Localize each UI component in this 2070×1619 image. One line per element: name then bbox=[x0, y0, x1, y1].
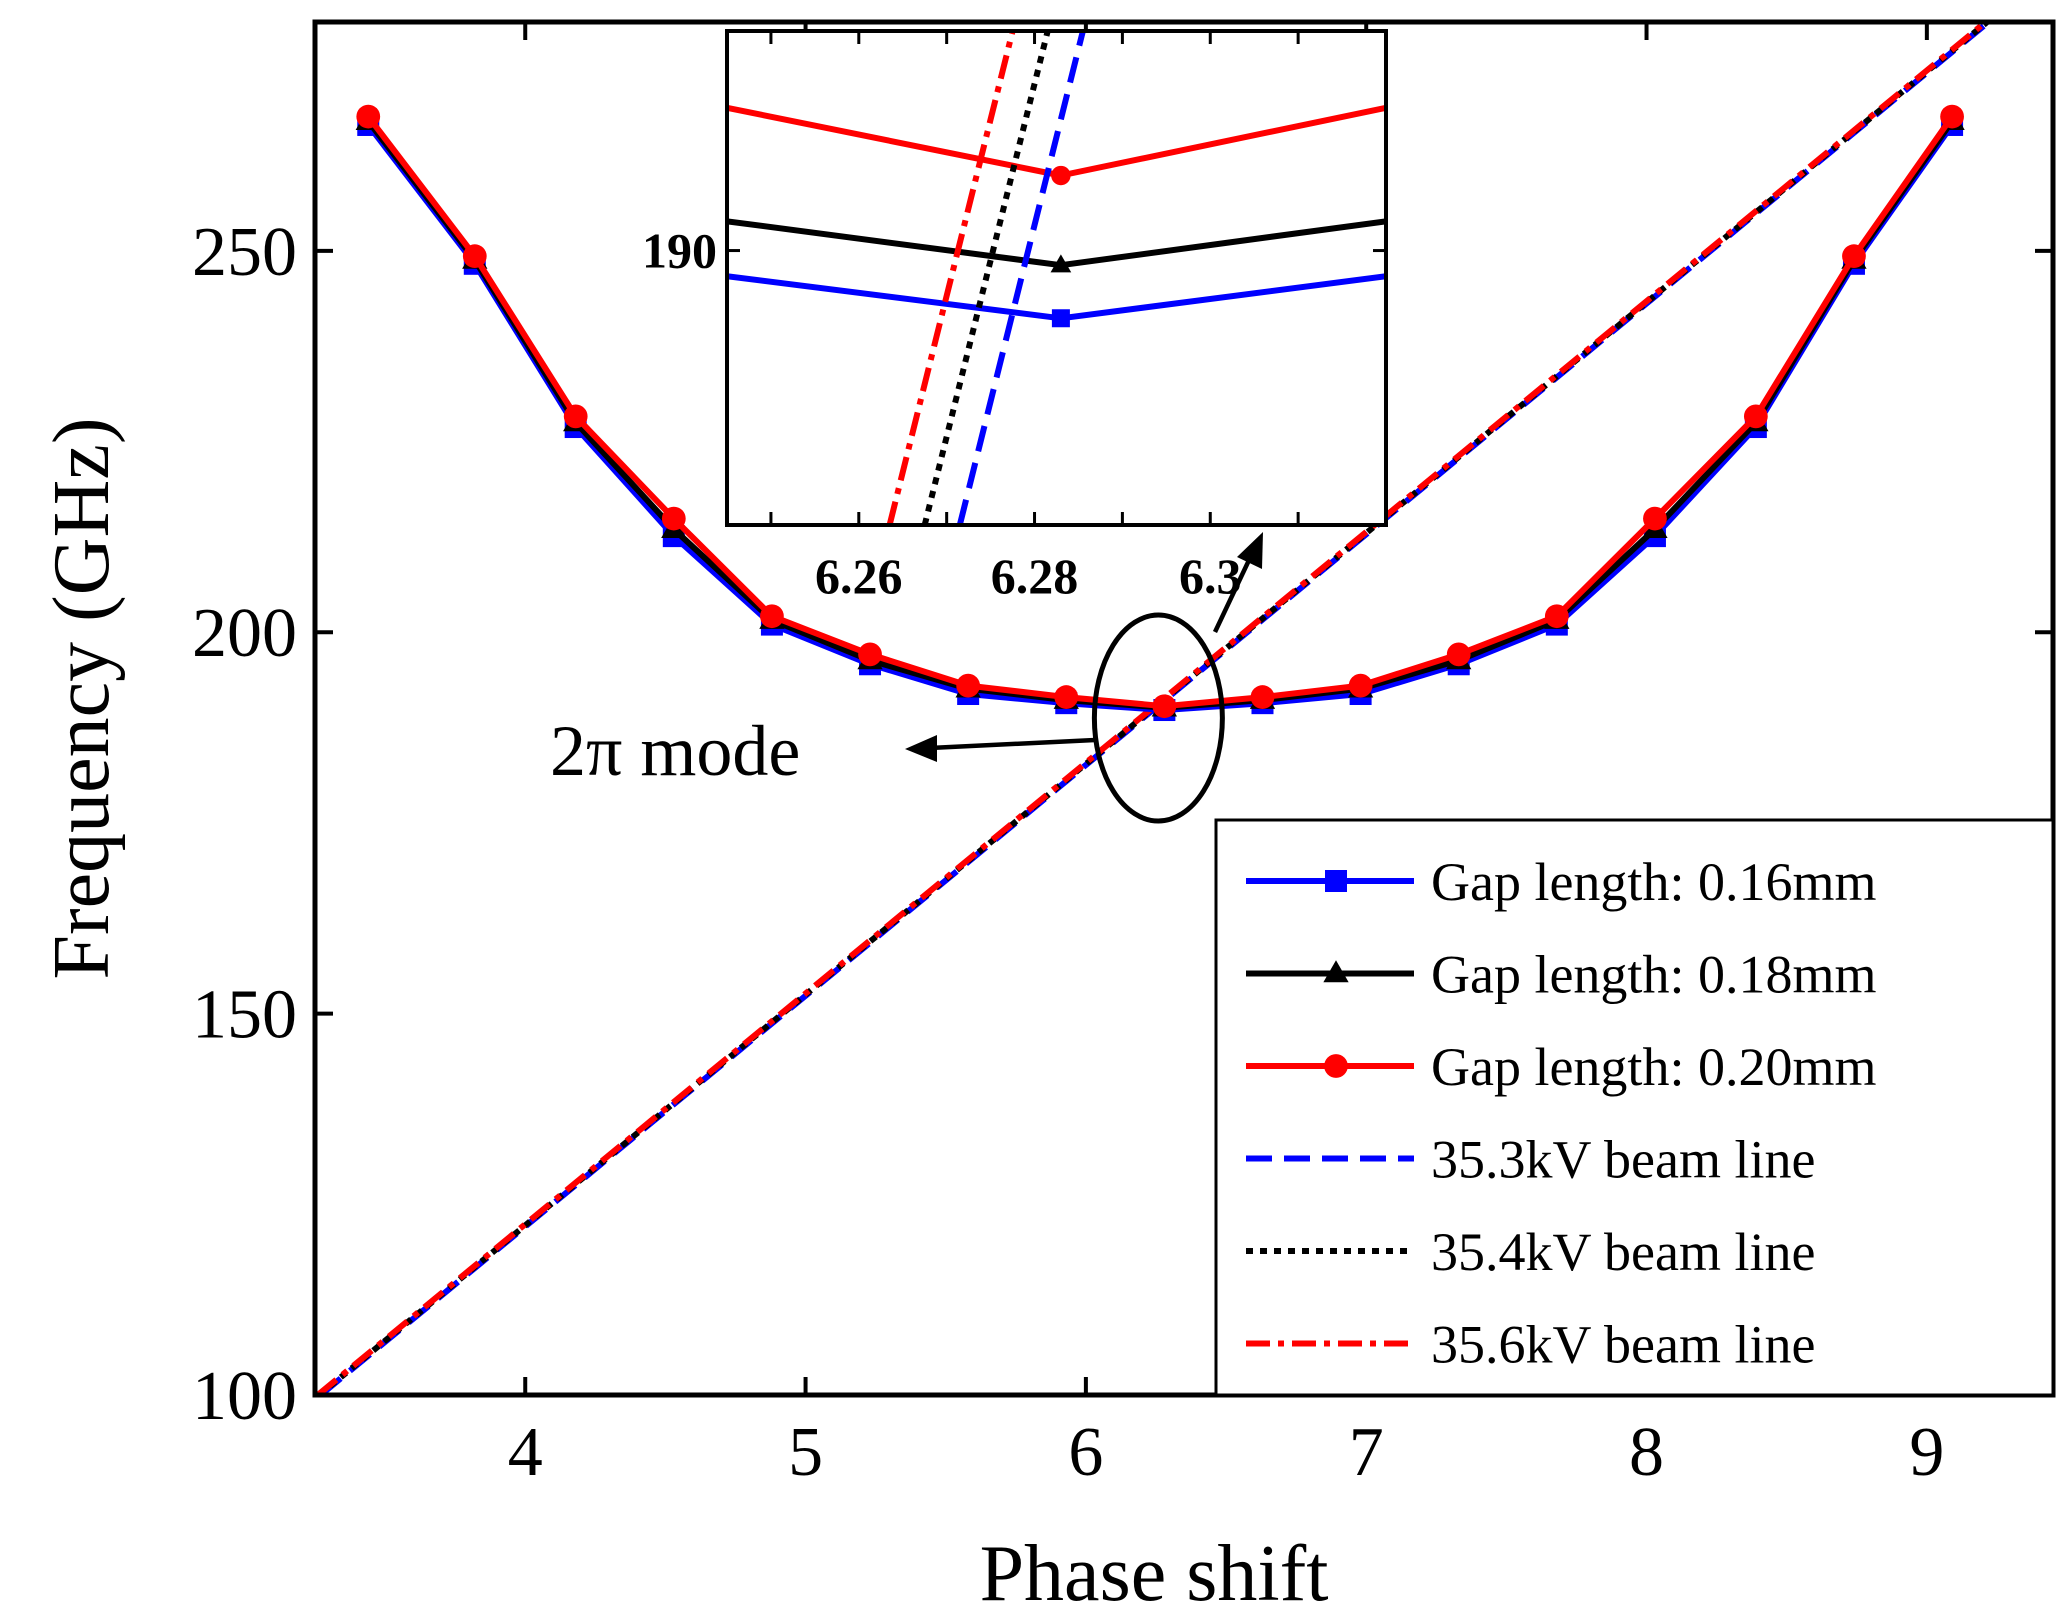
arrow-head-left bbox=[905, 735, 937, 762]
x-tick-label: 8 bbox=[1629, 1414, 1664, 1491]
arrow-head-up bbox=[1237, 532, 1263, 569]
series-2-point-13 bbox=[1643, 506, 1667, 531]
series-2-point-3 bbox=[661, 506, 686, 531]
series-2-point-2 bbox=[563, 404, 588, 429]
y-axis-title: Frequency (GHz) bbox=[38, 418, 126, 980]
inset-x-tick-label: 6.3 bbox=[1179, 548, 1242, 604]
series-2-point-5 bbox=[858, 642, 882, 667]
annotation-group: 2π mode bbox=[550, 532, 1263, 824]
main-axes: 4 5 6 7 8 9 100 150 200 250 Phase shift Frequency (… bbox=[38, 19, 2056, 1618]
series-2-point-7 bbox=[1054, 685, 1079, 709]
y-tick-label: 100 bbox=[192, 1358, 297, 1435]
x-tick-label: 5 bbox=[788, 1414, 823, 1491]
x-tick-label: 7 bbox=[1349, 1414, 1384, 1491]
arrow-to-inset bbox=[1212, 557, 1253, 633]
inset-series-2-point bbox=[1051, 309, 1070, 328]
series-2-point-1 bbox=[462, 244, 487, 269]
legend-marker-0 bbox=[1325, 870, 1347, 892]
legend-marker-2 bbox=[1324, 1054, 1348, 1078]
y-tick-label: 250 bbox=[192, 214, 297, 291]
legend-box bbox=[1214, 818, 2055, 1397]
inset-series-0-point bbox=[1051, 165, 1071, 186]
series-2-point-16 bbox=[1940, 104, 1964, 129]
series-lines bbox=[315, 22, 1991, 1395]
legend-label: Gap length: 0.16mm bbox=[1431, 852, 1876, 912]
legend-marker-1 bbox=[1323, 960, 1349, 983]
inset-series-1-point bbox=[1050, 254, 1072, 273]
inset-y-tick-label: 190 bbox=[642, 223, 717, 279]
series-2-point-15 bbox=[1842, 244, 1866, 269]
inset-series-line-3 bbox=[886, 31, 1016, 525]
y-tick-label: 200 bbox=[192, 595, 297, 672]
series-2-point-6 bbox=[956, 673, 981, 698]
y-tick-label: 150 bbox=[192, 977, 297, 1054]
inset-series-line-4 bbox=[921, 31, 1051, 525]
inset-plot: 6.26 6.28 6.3 190 bbox=[642, 29, 1388, 604]
x-tick-label: 6 bbox=[1068, 1414, 1103, 1491]
legend: Gap length: 0.16mm Gap length: 0.18mm Gap … bbox=[1214, 818, 2055, 1397]
mode-ellipse bbox=[1091, 612, 1225, 824]
series-2-point-8 bbox=[1152, 694, 1177, 719]
inset-series-line-5 bbox=[956, 31, 1086, 525]
inset-frame bbox=[725, 29, 1388, 527]
series-2-point-14 bbox=[1743, 404, 1768, 429]
series-2-point-12 bbox=[1544, 604, 1569, 629]
legend-label: Gap length: 0.18mm bbox=[1431, 945, 1876, 1005]
series-2-point-10 bbox=[1348, 673, 1373, 698]
main-plot-area bbox=[315, 22, 1991, 1395]
x-tick-label: 9 bbox=[1909, 1414, 1944, 1491]
legend-label: 35.3kV beam line bbox=[1431, 1130, 1815, 1190]
inset-x-tick-label: 6.26 bbox=[815, 548, 903, 604]
series-2-point-11 bbox=[1446, 642, 1471, 667]
inset-x-tick-label: 6.28 bbox=[991, 548, 1079, 604]
arrow-to-mode-label bbox=[929, 737, 1096, 751]
x-axis-title: Phase shift bbox=[980, 1530, 1329, 1618]
series-2-point-0 bbox=[356, 104, 381, 129]
legend-label: Gap length: 0.20mm bbox=[1431, 1037, 1876, 1097]
legend-label: 35.4kV beam line bbox=[1431, 1222, 1815, 1282]
inset-background bbox=[727, 31, 1386, 525]
legend-label: 35.6kV beam line bbox=[1431, 1315, 1815, 1375]
plot-frame bbox=[312, 19, 2056, 1398]
series-2-point-4 bbox=[760, 604, 784, 629]
series-2-point-9 bbox=[1250, 685, 1275, 709]
mode-label: 2π mode bbox=[550, 711, 800, 791]
inset-series-lines bbox=[727, 31, 1386, 525]
x-tick-label: 4 bbox=[508, 1414, 543, 1491]
